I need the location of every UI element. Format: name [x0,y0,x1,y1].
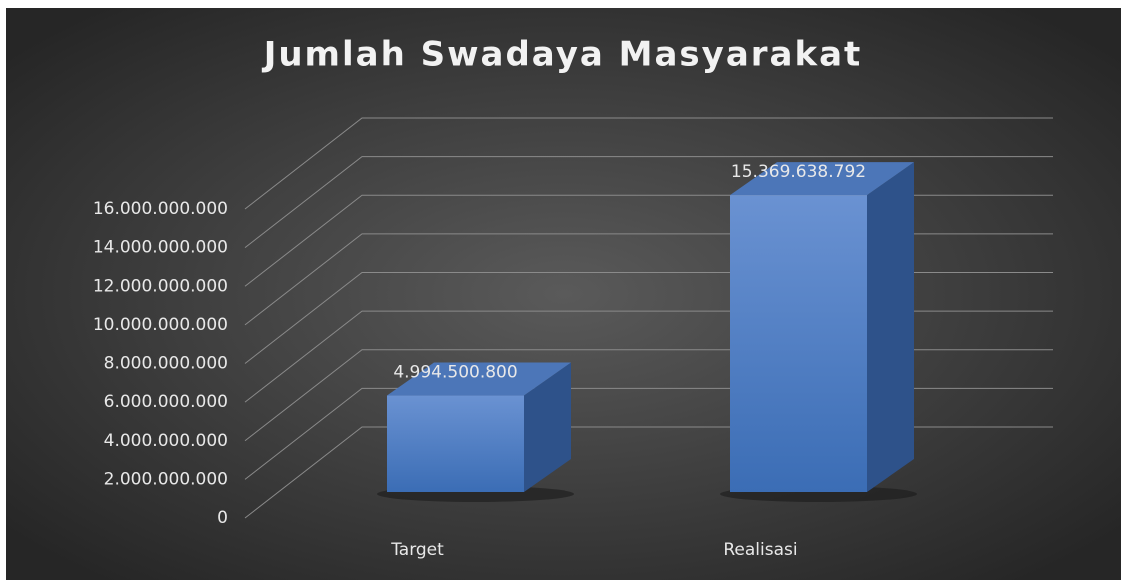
y-tick-label: 2.000.000.000 [104,469,228,489]
y-tick-label: 4.000.000.000 [104,431,228,451]
y-tick-label: 6.000.000.000 [104,392,228,412]
y-tick-label: 14.000.000.000 [93,238,228,258]
grid: 0 2.000.000.000 4.000.000.000 6.000.000.000… [93,117,1053,528]
grid-line [244,156,1053,249]
y-tick-label: 8.000.000.000 [104,354,228,374]
y-tick-label: 12.000.000.000 [93,276,228,296]
data-label: 15.369.638.792 [731,162,866,182]
y-tick-label: 10.000.000.000 [93,315,228,335]
bar-top [730,162,914,196]
bar-top [387,362,571,396]
y-tick-label: 0 [217,508,228,528]
data-label: 4.994.500.800 [393,363,517,383]
chart-title: Jumlah Swadaya Masyarakat [262,35,863,75]
bar [387,395,524,492]
bar-side [524,362,571,492]
bar [730,195,867,493]
x-tick-label: Target [390,540,444,560]
grid-line [244,117,1053,210]
background [6,8,1121,580]
y-tick-label: 16.000.000.000 [93,199,228,219]
marks: 4.994.500.800 Target 15.369.638.792 Realisa… [377,162,917,560]
x-tick-label: Realisasi [723,540,797,560]
bar-side [867,162,914,493]
